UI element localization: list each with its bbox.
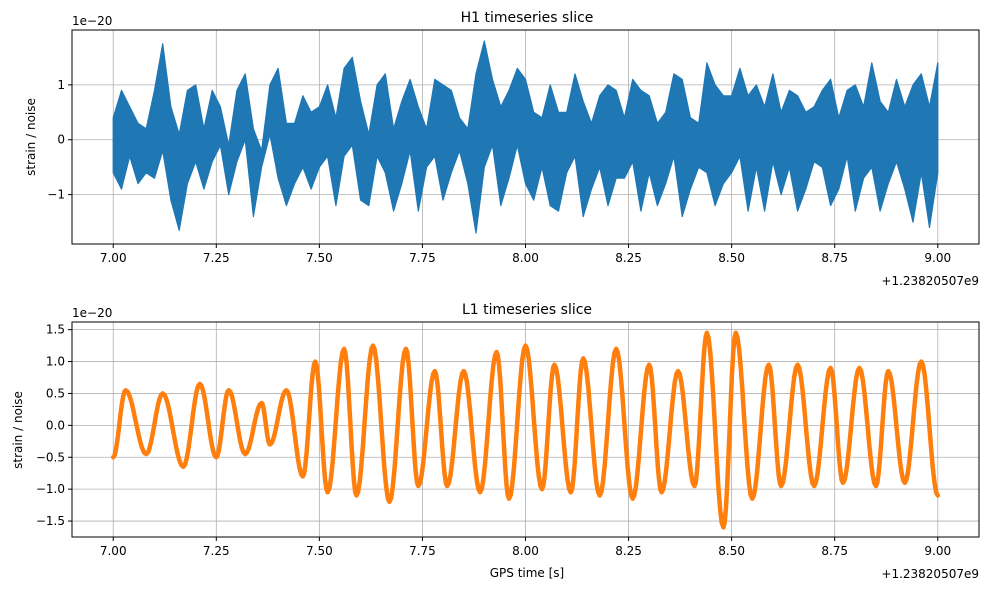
l1-y-scale-label: 1e−20: [72, 306, 112, 320]
l1-x-offset-label: +1.23820507e9: [881, 567, 979, 581]
h1-x-tick-label: 8.50: [718, 251, 745, 265]
h1-x-tick-label: 9.00: [924, 251, 951, 265]
l1-y-tick-label: −1.5: [36, 514, 65, 528]
l1-x-tick-label: 8.75: [821, 544, 848, 558]
l1-x-tick-label: 8.00: [512, 544, 539, 558]
h1-x-tick-label: 8.75: [821, 251, 848, 265]
h1-y-tick-label: 1: [57, 78, 65, 92]
h1-x-tick-label: 7.00: [100, 251, 127, 265]
h1-x-tick-label: 8.25: [615, 251, 642, 265]
h1-y-ticks: −1 0 1: [47, 78, 72, 202]
h1-x-ticks: 7.00 7.25 7.50 7.75 8.00 8.25 8.50 8.75 9.00: [100, 244, 951, 265]
h1-x-tick-label: 8.00: [512, 251, 539, 265]
l1-y-tick-label: 1.5: [46, 323, 65, 337]
l1-y-tick-label: −1.0: [36, 482, 65, 496]
l1-x-tick-label: 7.25: [203, 544, 230, 558]
l1-x-tick-label: 9.00: [924, 544, 951, 558]
l1-y-ticks: −1.5 −1.0 −0.5 0.0 0.5 1.0 1.5: [36, 323, 72, 528]
l1-y-tick-label: 1.0: [46, 355, 65, 369]
l1-x-tick-label: 8.50: [718, 544, 745, 558]
l1-y-tick-label: 0.5: [46, 386, 65, 400]
h1-y-scale-label: 1e−20: [72, 14, 112, 28]
l1-x-ticks: 7.00 7.25 7.50 7.75 8.00 8.25 8.50 8.75 9.00: [100, 537, 951, 558]
h1-series-band: [112, 40, 939, 234]
h1-y-tick-label: −1: [47, 188, 65, 202]
l1-title: L1 timeseries slice: [462, 302, 592, 318]
h1-x-offset-label: +1.23820507e9: [881, 274, 979, 288]
h1-y-tick-label: 0: [57, 133, 65, 147]
h1-title: H1 timeseries slice: [461, 10, 594, 26]
l1-y-tick-label: 0.0: [46, 418, 65, 432]
l1-series-line: [110, 330, 941, 530]
l1-x-tick-label: 7.50: [306, 544, 333, 558]
h1-x-tick-label: 7.50: [306, 251, 333, 265]
l1-x-axis-label: GPS time [s]: [490, 566, 565, 580]
h1-x-tick-label: 7.75: [409, 251, 436, 265]
h1-signal-envelope: [112, 40, 939, 234]
l1-subplot: L1 timeseries slice 7.00 7.25 7.50 7.75 8.00…: [11, 302, 980, 581]
h1-subplot: H1 timeseries slice 7.00 7.25 7.50 7.75 8.00…: [24, 10, 980, 288]
l1-y-axis-label: strain / noise: [11, 391, 25, 469]
l1-signal-line: [110, 330, 941, 530]
l1-x-tick-label: 8.25: [615, 544, 642, 558]
l1-x-tick-label: 7.00: [100, 544, 127, 558]
h1-x-tick-label: 7.25: [203, 251, 230, 265]
l1-x-tick-label: 7.75: [409, 544, 436, 558]
h1-y-axis-label: strain / noise: [24, 98, 38, 176]
l1-y-tick-label: −0.5: [36, 450, 65, 464]
